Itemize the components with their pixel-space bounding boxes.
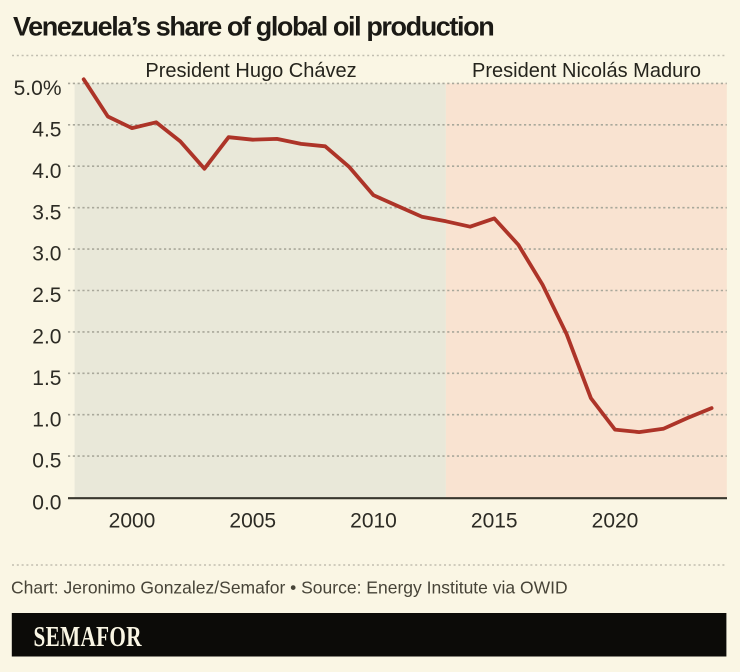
svg-text:Venezuela’s share of global oi: Venezuela’s share of global oil producti… [13, 11, 493, 41]
svg-text:2.5: 2.5 [32, 284, 61, 307]
svg-text:4.0: 4.0 [32, 160, 61, 183]
svg-text:President Nicolás Maduro: President Nicolás Maduro [472, 60, 701, 82]
svg-text:0.5: 0.5 [32, 450, 61, 473]
svg-text:5.0%: 5.0% [14, 77, 62, 100]
svg-text:SEMAFOR: SEMAFOR [34, 621, 143, 653]
svg-text:2010: 2010 [350, 509, 397, 532]
svg-text:0.0: 0.0 [32, 491, 61, 514]
svg-text:2020: 2020 [592, 509, 639, 532]
svg-text:2.0: 2.0 [32, 326, 61, 349]
svg-text:Chart: Jeronimo Gonzalez/Semaf: Chart: Jeronimo Gonzalez/Semafor • Sourc… [11, 578, 568, 598]
svg-text:3.0: 3.0 [32, 243, 61, 266]
svg-text:President Hugo Chávez: President Hugo Chávez [145, 60, 356, 82]
svg-text:2000: 2000 [109, 509, 156, 532]
svg-text:1.0: 1.0 [32, 408, 61, 431]
svg-text:4.5: 4.5 [32, 118, 61, 141]
svg-text:2015: 2015 [471, 509, 518, 532]
svg-text:1.5: 1.5 [32, 367, 61, 390]
svg-text:2005: 2005 [229, 509, 276, 532]
svg-text:3.5: 3.5 [32, 201, 61, 224]
